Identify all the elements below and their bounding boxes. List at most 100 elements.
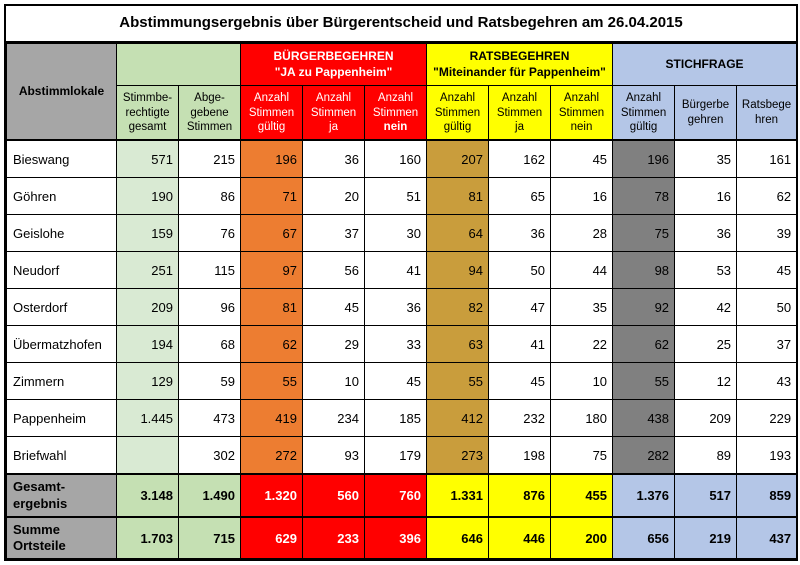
data-cell: 47: [489, 289, 551, 326]
data-cell: 198: [489, 437, 551, 475]
data-cell: 438: [613, 400, 675, 437]
data-cell: 36: [489, 215, 551, 252]
data-cell: 412: [427, 400, 489, 437]
data-cell: 251: [117, 252, 179, 289]
table-container: Abstimmungsergebnis über Bürgerentscheid…: [4, 4, 798, 561]
total-cell: 656: [613, 517, 675, 559]
data-cell: 207: [427, 140, 489, 178]
data-cell: 62: [737, 178, 797, 215]
data-cell: 45: [365, 363, 427, 400]
data-cell: 159: [117, 215, 179, 252]
data-cell: 45: [489, 363, 551, 400]
data-cell: 43: [737, 363, 797, 400]
data-cell: 232: [489, 400, 551, 437]
data-cell: 36: [675, 215, 737, 252]
data-cell: 75: [613, 215, 675, 252]
data-cell: 473: [179, 400, 241, 437]
data-cell: 86: [179, 178, 241, 215]
data-cell: 55: [427, 363, 489, 400]
data-cell: 92: [613, 289, 675, 326]
data-cell: 82: [427, 289, 489, 326]
data-cell: 571: [117, 140, 179, 178]
col-header: AnzahlStimmennein: [551, 86, 613, 141]
total-cell: 1.331: [427, 474, 489, 517]
data-cell: 162: [489, 140, 551, 178]
col-header: AnzahlStimmengültig: [613, 86, 675, 141]
data-cell: 16: [551, 178, 613, 215]
data-cell: 160: [365, 140, 427, 178]
data-cell: 209: [117, 289, 179, 326]
data-cell: 55: [613, 363, 675, 400]
total-cell: 876: [489, 474, 551, 517]
total-cell: 455: [551, 474, 613, 517]
total-cell: 629: [241, 517, 303, 559]
col-header: AnzahlStimmengültig: [241, 86, 303, 141]
data-cell: 71: [241, 178, 303, 215]
col-header-locale: Abstimmlokale: [7, 44, 117, 141]
total-cell: 396: [365, 517, 427, 559]
data-cell: 98: [613, 252, 675, 289]
data-cell: 1.445: [117, 400, 179, 437]
data-cell: 45: [737, 252, 797, 289]
col-header: AnzahlStimmengültig: [427, 86, 489, 141]
total-label: SummeOrtsteile: [7, 517, 117, 559]
data-cell: 193: [737, 437, 797, 475]
total-cell: 1.376: [613, 474, 675, 517]
data-cell: 55: [241, 363, 303, 400]
data-cell: 81: [427, 178, 489, 215]
total-cell: 760: [365, 474, 427, 517]
data-cell: 62: [613, 326, 675, 363]
results-table: AbstimmlokaleBÜRGERBEGEHREN"JA zu Pappen…: [6, 43, 797, 559]
data-cell: 37: [737, 326, 797, 363]
data-cell: 75: [551, 437, 613, 475]
row-label: Zimmern: [7, 363, 117, 400]
data-cell: 45: [551, 140, 613, 178]
data-cell: 41: [365, 252, 427, 289]
data-cell: 282: [613, 437, 675, 475]
data-cell: 129: [117, 363, 179, 400]
col-header: Abge-gebeneStimmen: [179, 86, 241, 141]
data-cell: 37: [303, 215, 365, 252]
data-cell: 63: [427, 326, 489, 363]
data-cell: 196: [241, 140, 303, 178]
total-cell: 219: [675, 517, 737, 559]
data-cell: 39: [737, 215, 797, 252]
row-label: Osterdorf: [7, 289, 117, 326]
page-title: Abstimmungsergebnis über Bürgerentscheid…: [6, 6, 796, 43]
data-cell: 20: [303, 178, 365, 215]
data-cell: 215: [179, 140, 241, 178]
data-cell: 35: [551, 289, 613, 326]
data-cell: 180: [551, 400, 613, 437]
data-cell: 115: [179, 252, 241, 289]
data-cell: 30: [365, 215, 427, 252]
data-cell: 33: [365, 326, 427, 363]
data-cell: 185: [365, 400, 427, 437]
data-cell: 302: [179, 437, 241, 475]
data-cell: 50: [737, 289, 797, 326]
row-label: Geislohe: [7, 215, 117, 252]
total-cell: 715: [179, 517, 241, 559]
total-cell: 200: [551, 517, 613, 559]
data-cell: 229: [737, 400, 797, 437]
data-cell: 44: [551, 252, 613, 289]
data-cell: 209: [675, 400, 737, 437]
data-cell: 41: [489, 326, 551, 363]
data-cell: 36: [303, 140, 365, 178]
data-cell: 196: [613, 140, 675, 178]
total-cell: 446: [489, 517, 551, 559]
col-header: Bürgerbegehren: [675, 86, 737, 141]
data-cell: 89: [675, 437, 737, 475]
col-header: AnzahlStimmenja: [303, 86, 365, 141]
data-cell: 51: [365, 178, 427, 215]
row-label: Briefwahl: [7, 437, 117, 475]
data-cell: 56: [303, 252, 365, 289]
data-cell: 94: [427, 252, 489, 289]
group-header-ratsbegehren: RATSBEGEHREN"Miteinander für Pappenheim": [427, 44, 613, 86]
col-header: Stimmbe-rechtigtegesamt: [117, 86, 179, 141]
total-cell: 437: [737, 517, 797, 559]
data-cell: 78: [613, 178, 675, 215]
row-label: Neudorf: [7, 252, 117, 289]
data-cell: 53: [675, 252, 737, 289]
total-cell: 560: [303, 474, 365, 517]
data-cell: 25: [675, 326, 737, 363]
